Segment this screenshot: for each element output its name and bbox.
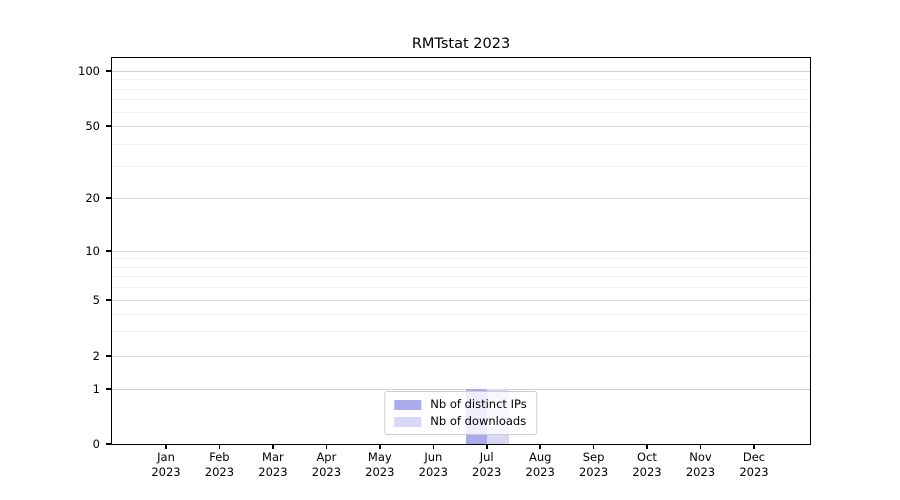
- y-tick-label: 2: [92, 349, 100, 363]
- x-tick-mark: [218, 444, 221, 449]
- y-tick-mark: [106, 70, 111, 72]
- y-tick-mark: [106, 355, 111, 357]
- legend-label: Nb of distinct IPs: [430, 397, 527, 411]
- gridline-minor: [112, 143, 810, 145]
- legend-row: Nb of distinct IPs: [394, 397, 527, 411]
- y-tick-label: 50: [85, 119, 100, 133]
- legend: Nb of distinct IPs Nb of downloads: [384, 391, 538, 435]
- x-tick-mark: [646, 444, 648, 449]
- legend-swatch-icon: [394, 416, 422, 427]
- x-tick-label: Apr 2023: [311, 450, 342, 479]
- x-tick-mark: [486, 444, 488, 449]
- x-tick-mark: [539, 444, 541, 449]
- gridline-minor: [112, 166, 810, 168]
- y-tick-label: 5: [92, 293, 100, 307]
- x-tick-label: Nov 2023: [685, 450, 716, 479]
- legend-swatch-icon: [394, 399, 422, 410]
- gridline-minor: [112, 258, 810, 260]
- gridline-minor: [112, 276, 810, 278]
- x-tick-mark: [165, 444, 167, 449]
- x-tick-mark: [379, 444, 381, 449]
- x-tick-label: Jul 2023: [472, 450, 502, 479]
- x-tick-mark: [753, 444, 755, 449]
- y-tick-mark: [106, 197, 111, 199]
- x-tick-mark: [325, 444, 328, 449]
- y-tick-mark: [106, 299, 111, 301]
- plot-area: Nb of distinct IPs Nb of downloads: [111, 57, 811, 445]
- x-tick-label: Jan 2023: [151, 450, 181, 479]
- gridline-minor: [112, 266, 810, 268]
- gridline-major: [112, 126, 810, 127]
- y-tick-mark: [106, 388, 111, 390]
- y-tick-label: 10: [85, 244, 100, 258]
- gridline-major: [112, 356, 810, 357]
- x-tick-mark: [272, 444, 274, 449]
- y-tick-label: 20: [85, 191, 100, 205]
- x-tick-label: Feb 2023: [204, 450, 235, 479]
- gridline-minor: [112, 331, 810, 333]
- gridline-major: [112, 300, 810, 301]
- x-tick-label: Aug 2023: [525, 450, 555, 479]
- gridline-minor: [112, 99, 810, 101]
- x-tick-mark: [592, 444, 595, 449]
- x-tick-label: Oct 2023: [632, 450, 662, 479]
- y-tick-label: 0: [92, 437, 100, 451]
- x-tick-label: May 2023: [365, 450, 395, 479]
- chart-title: RMTstat 2023: [411, 36, 511, 52]
- x-tick-mark: [699, 444, 702, 449]
- x-tick-label: Jun 2023: [418, 450, 448, 479]
- x-tick-mark: [432, 444, 434, 449]
- gridline-minor: [112, 287, 810, 289]
- legend-row: Nb of downloads: [394, 415, 526, 428]
- x-tick-label: Sep 2023: [578, 450, 609, 479]
- gridline-minor: [112, 88, 810, 90]
- legend-label: Nb of downloads: [430, 414, 527, 428]
- gridline-major: [112, 251, 810, 252]
- gridline-minor: [112, 79, 810, 81]
- gridline-minor: [112, 111, 810, 113]
- x-tick-label: Mar 2023: [258, 450, 288, 479]
- gridline-major: [112, 198, 810, 199]
- gridline-major: [112, 389, 810, 390]
- y-tick-label: 100: [78, 64, 100, 78]
- gridline-major: [112, 71, 810, 72]
- gridline-minor: [112, 313, 810, 315]
- x-tick-label: Dec 2023: [739, 450, 769, 479]
- y-tick-label: 1: [92, 382, 100, 396]
- y-tick-mark: [106, 443, 111, 445]
- y-tick-mark: [106, 250, 111, 252]
- y-tick-mark: [106, 125, 111, 127]
